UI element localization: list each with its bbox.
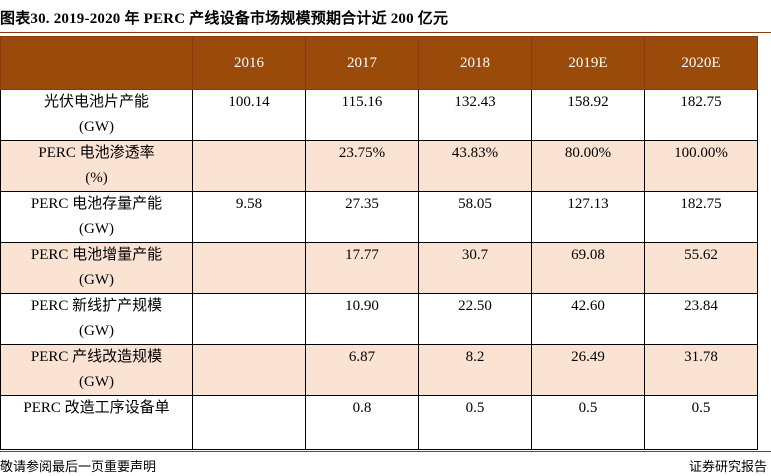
table-cell: 55.62 (644, 242, 758, 294)
table-row: PERC 电池增量产能 (GW) 17.77 30.7 69.08 55.62 (0, 242, 758, 294)
table-row: PERC 改造工序设备单 0.8 0.5 0.5 0.5 (0, 395, 758, 450)
header-year: 2020E (644, 36, 758, 90)
table-cell: 0.8 (305, 395, 419, 450)
row-label: PERC 电池渗透率 (%) (0, 140, 193, 192)
table-cell: 127.13 (531, 191, 645, 243)
header-year: 2016 (192, 36, 306, 90)
table-cell: 31.78 (644, 344, 758, 396)
table-row: PERC 新线扩产规模 (GW) 10.90 22.50 42.60 23.84 (0, 293, 758, 345)
row-label: PERC 新线扩产规模 (GW) (0, 293, 193, 345)
data-table: 2016 2017 2018 2019E 2020E 光伏电池片产能 (GW) 10… (0, 36, 758, 450)
table-cell: 10.90 (305, 293, 419, 345)
figure-title: 图表30. 2019-2020 年 PERC 产线设备市场规模预期合计近 200… (0, 11, 449, 27)
table-cell: 27.35 (305, 191, 419, 243)
row-label: 光伏电池片产能 (GW) (0, 89, 193, 141)
report-type-label: 证券研究报告 (688, 459, 767, 474)
table-cell: 115.16 (305, 89, 419, 141)
table-cell: 17.77 (305, 242, 419, 294)
row-label: PERC 产线改造规模 (GW) (0, 344, 193, 396)
header-year: 2019E (531, 36, 645, 90)
table-cell: 42.60 (531, 293, 645, 345)
table-cell: 58.05 (418, 191, 532, 243)
table-cell: 30.7 (418, 242, 532, 294)
table-cell: 8.2 (418, 344, 532, 396)
table-cell: 158.92 (531, 89, 645, 141)
title-divider (0, 32, 771, 33)
disclaimer-note: 敬请参阅最后一页重要声明 (0, 459, 157, 474)
table-cell: 22.50 (418, 293, 532, 345)
table-cell: 23.75% (305, 140, 419, 192)
table-cell (192, 395, 306, 450)
header-row: 2016 2017 2018 2019E 2020E (0, 36, 758, 90)
table-cell: 23.84 (644, 293, 758, 345)
row-label: PERC 电池增量产能 (GW) (0, 242, 193, 294)
table-row: 光伏电池片产能 (GW) 100.14 115.16 132.43 158.92 182.7… (0, 89, 758, 141)
table-cell: 9.58 (192, 191, 306, 243)
header-year: 2017 (305, 36, 419, 90)
footer-divider (0, 451, 771, 452)
row-label: PERC 改造工序设备单 (0, 395, 193, 450)
table-cell: 0.5 (418, 395, 532, 450)
table-cell: 26.49 (531, 344, 645, 396)
table-cell: 0.5 (644, 395, 758, 450)
table-cell (192, 242, 306, 294)
table-row: PERC 电池渗透率 (%) 23.75% 43.83% 80.00% 100.00% (0, 140, 758, 192)
table-cell: 182.75 (644, 191, 758, 243)
table-cell: 69.08 (531, 242, 645, 294)
table-row: PERC 产线改造规模 (GW) 6.87 8.2 26.49 31.78 (0, 344, 758, 396)
table-cell: 100.14 (192, 89, 306, 141)
table-cell: 132.43 (418, 89, 532, 141)
header-corner (0, 36, 193, 90)
table-cell: 80.00% (531, 140, 645, 192)
table-row: PERC 电池存量产能 (GW) 9.58 27.35 58.05 127.13 182.7… (0, 191, 758, 243)
row-label: PERC 电池存量产能 (GW) (0, 191, 193, 243)
table-cell: 0.5 (531, 395, 645, 450)
table-cell: 182.75 (644, 89, 758, 141)
table-cell (192, 293, 306, 345)
table-cell: 100.00% (644, 140, 758, 192)
table-cell (192, 140, 306, 192)
header-year: 2018 (418, 36, 532, 90)
table-cell: 6.87 (305, 344, 419, 396)
table-cell (192, 344, 306, 396)
table-cell: 43.83% (418, 140, 532, 192)
